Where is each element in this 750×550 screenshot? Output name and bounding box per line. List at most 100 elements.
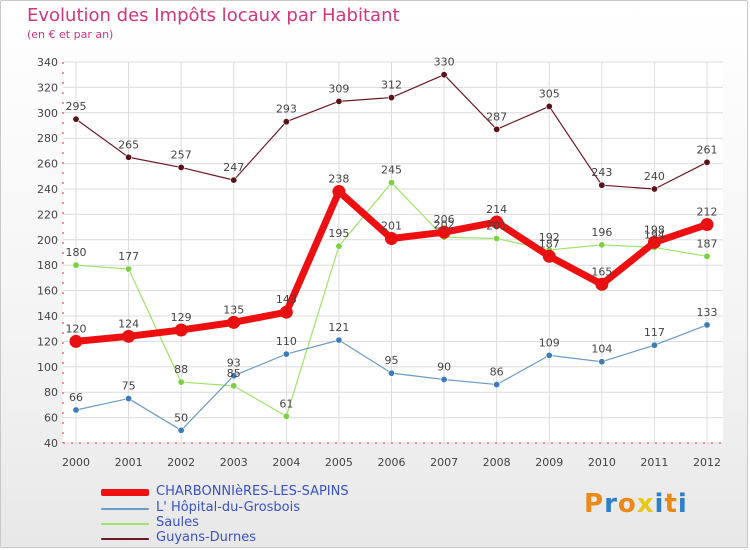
plot-area bbox=[63, 62, 723, 443]
legend-label-saules: Saules bbox=[156, 515, 199, 530]
data-label: 295 bbox=[66, 100, 87, 113]
data-point bbox=[227, 315, 241, 329]
data-point bbox=[387, 369, 395, 377]
y-tick-label: 160 bbox=[37, 285, 58, 298]
data-label: 265 bbox=[118, 138, 139, 151]
data-label: 309 bbox=[328, 82, 349, 95]
data-label: 165 bbox=[591, 265, 612, 278]
x-tick-label: 2012 bbox=[693, 456, 721, 469]
data-point bbox=[647, 235, 661, 249]
chart-title: Evolution des Impôts locaux par Habitant bbox=[27, 5, 400, 26]
data-label: 180 bbox=[66, 246, 87, 259]
y-tick-label: 60 bbox=[44, 412, 58, 425]
data-point bbox=[440, 71, 448, 79]
data-point bbox=[650, 341, 658, 349]
data-point bbox=[335, 336, 343, 344]
data-label: 245 bbox=[381, 164, 402, 177]
legend-label-charbonnieres: CHARBONNIèRES-LES-SAPINS bbox=[156, 484, 349, 499]
data-point bbox=[332, 185, 346, 199]
data-label: 117 bbox=[644, 326, 665, 339]
data-label: 198 bbox=[644, 223, 665, 236]
data-point bbox=[72, 115, 80, 123]
data-point bbox=[177, 163, 185, 171]
y-tick-label: 120 bbox=[37, 335, 58, 348]
data-point bbox=[493, 235, 501, 243]
data-label: 261 bbox=[697, 143, 718, 156]
data-label: 86 bbox=[490, 366, 504, 379]
data-label: 243 bbox=[591, 166, 612, 179]
data-point bbox=[437, 225, 451, 239]
data-label: 104 bbox=[591, 343, 612, 356]
data-point bbox=[545, 102, 553, 110]
data-label: 120 bbox=[66, 322, 87, 335]
data-point bbox=[122, 329, 136, 343]
y-tick-label: 140 bbox=[37, 310, 58, 323]
data-label: 194 bbox=[644, 228, 665, 241]
data-point bbox=[230, 372, 238, 380]
data-label: 240 bbox=[644, 170, 665, 183]
y-tick-label: 40 bbox=[44, 437, 58, 450]
data-point bbox=[385, 232, 398, 246]
data-point bbox=[598, 358, 606, 366]
y-tick-label: 220 bbox=[37, 208, 58, 221]
data-point bbox=[279, 305, 293, 319]
data-label: 312 bbox=[381, 79, 402, 92]
data-point bbox=[174, 323, 188, 337]
y-tick-label: 340 bbox=[37, 56, 58, 69]
data-point bbox=[493, 125, 501, 133]
y-tick-label: 100 bbox=[37, 361, 58, 374]
data-label: 66 bbox=[69, 391, 83, 404]
data-point bbox=[69, 334, 83, 348]
data-point bbox=[335, 97, 343, 105]
data-point bbox=[230, 176, 238, 184]
x-tick-label: 2001 bbox=[115, 456, 143, 469]
data-label: 143 bbox=[276, 293, 297, 306]
data-point bbox=[72, 406, 80, 414]
data-point bbox=[703, 321, 711, 329]
data-label: 212 bbox=[697, 206, 718, 219]
y-tick-label: 320 bbox=[37, 81, 58, 94]
data-point bbox=[703, 158, 711, 166]
data-point bbox=[177, 426, 185, 434]
data-point bbox=[493, 381, 501, 389]
data-point bbox=[230, 382, 238, 390]
data-point bbox=[125, 265, 133, 273]
data-label: 110 bbox=[276, 335, 297, 348]
data-label: 330 bbox=[434, 56, 455, 69]
legend-swatch-charbonnieres bbox=[101, 489, 149, 496]
data-point bbox=[545, 351, 553, 359]
data-label: 305 bbox=[539, 87, 560, 100]
data-label: 88 bbox=[174, 363, 188, 376]
data-label: 121 bbox=[328, 321, 349, 334]
data-label: 75 bbox=[122, 380, 136, 393]
data-point bbox=[72, 261, 80, 269]
x-tick-label: 2007 bbox=[430, 456, 458, 469]
y-tick-label: 180 bbox=[37, 259, 58, 272]
data-label: 85 bbox=[227, 367, 241, 380]
data-label: 201 bbox=[381, 220, 402, 233]
data-point bbox=[542, 249, 556, 263]
data-label: 90 bbox=[437, 361, 451, 374]
data-label: 187 bbox=[697, 237, 718, 250]
data-label: 177 bbox=[118, 250, 139, 263]
legend-swatch-saules bbox=[101, 523, 149, 525]
data-label: 293 bbox=[276, 103, 297, 116]
data-point bbox=[595, 277, 609, 291]
data-point bbox=[598, 181, 606, 189]
y-tick-label: 300 bbox=[37, 107, 58, 120]
data-point bbox=[125, 395, 133, 403]
data-point bbox=[490, 215, 504, 229]
data-label: 202 bbox=[434, 218, 455, 231]
data-label: 61 bbox=[279, 397, 293, 410]
y-tick-label: 280 bbox=[37, 132, 58, 145]
x-tick-label: 2002 bbox=[167, 456, 195, 469]
data-point bbox=[598, 241, 606, 249]
data-point bbox=[387, 94, 395, 102]
y-tick-label: 200 bbox=[37, 234, 58, 247]
data-point bbox=[335, 242, 343, 250]
data-label: 124 bbox=[118, 317, 139, 330]
y-tick-label: 240 bbox=[37, 183, 58, 196]
x-tick-label: 2005 bbox=[325, 456, 353, 469]
